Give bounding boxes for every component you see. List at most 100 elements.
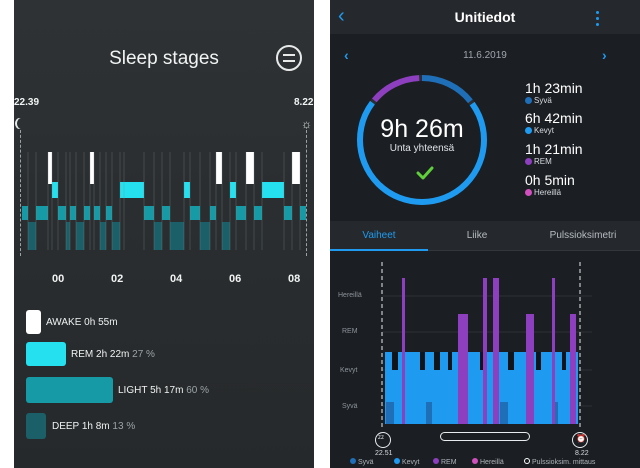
transition-gap xyxy=(508,352,514,370)
stage-label: DEEP xyxy=(52,421,80,432)
stat-label: Syvä xyxy=(534,96,552,105)
light-dot-icon xyxy=(394,458,400,464)
slider-line-icon xyxy=(283,54,295,56)
transition-gap xyxy=(434,352,440,370)
hour-label: 04 xyxy=(170,273,183,285)
deep-swatch xyxy=(26,413,46,439)
moon-icon xyxy=(17,118,26,129)
hypnogram-segment xyxy=(94,206,100,220)
timeline-scrollbar[interactable] xyxy=(440,432,530,441)
legend-label: Kevyt xyxy=(402,459,420,466)
hypnogram-segment xyxy=(66,222,70,250)
hypnogram-segment xyxy=(90,152,94,184)
stat-label: Kevyt xyxy=(534,126,555,135)
rem-dot-icon xyxy=(525,158,532,165)
awake-dot-icon xyxy=(525,189,532,196)
total-sleep-label: Unta yhteensä xyxy=(389,143,455,154)
y-label-deep: Syvä xyxy=(342,403,358,410)
sleep-start-marker: zz xyxy=(375,432,391,448)
awake-dot-icon xyxy=(472,458,478,464)
hour-label: 00 xyxy=(52,273,65,285)
hypnogram-segment xyxy=(112,222,120,250)
hypnogram-segment xyxy=(124,182,144,198)
stage-label: AWAKE xyxy=(46,317,82,328)
deep-dot-icon xyxy=(525,97,532,104)
pulse-measure-dot-icon xyxy=(524,458,530,464)
rem-sleep-block xyxy=(526,314,534,424)
stat-value: 1h 21min xyxy=(525,141,583,157)
legend-label: REM xyxy=(441,459,457,466)
date-label: 11.6.2019 xyxy=(463,50,507,61)
hypnogram-segment xyxy=(284,206,292,220)
hypnogram-segment xyxy=(162,206,170,220)
alarm-clock-marker: ⏰ xyxy=(572,432,588,448)
stat-value: 0h 5min xyxy=(525,172,575,188)
hypnogram-segment xyxy=(236,206,246,220)
hour-label: 06 xyxy=(229,273,242,285)
hypnogram-segment xyxy=(262,182,284,198)
hypnogram-segment xyxy=(246,152,254,184)
y-label-rem: REM xyxy=(342,328,358,335)
sleep-end-time: 8.22 xyxy=(575,450,589,457)
hypnogram-segment xyxy=(58,206,66,220)
sleep-stages-screen: Sleep stages 22.39 8.22 ☼ 00 02 04 06 08… xyxy=(14,0,314,468)
rem-sleep-block xyxy=(493,278,499,424)
active-tab-indicator xyxy=(330,249,428,251)
header-title: Unitiedot xyxy=(454,9,516,25)
tab-pulssioksimetri[interactable]: Pulssioksimetri xyxy=(549,230,617,241)
ring-deep-arc xyxy=(357,75,487,205)
hypnogram-segment xyxy=(230,182,236,198)
sleep-end-time: 8.22 xyxy=(294,97,314,108)
stage-duration: 0h 55m xyxy=(84,317,118,328)
settings-toggle-button[interactable] xyxy=(276,45,302,71)
hour-label: 02 xyxy=(111,273,124,285)
legend-rem: REM xyxy=(433,458,457,466)
hypnogram-segment xyxy=(76,222,84,250)
deep-legend-text: DEEP 1h 8m 13 % xyxy=(52,421,135,432)
legend-label: Hereillä xyxy=(480,459,504,466)
legend-deep: Syvä xyxy=(350,458,374,466)
hypnogram-segment xyxy=(216,152,222,184)
stat-rem: 1h 21min REM xyxy=(525,141,583,166)
sun-icon: ☼ xyxy=(301,117,312,131)
hypnogram-segment xyxy=(28,222,36,250)
hypnogram-segment xyxy=(184,182,190,198)
back-arrow-icon[interactable]: ‹ xyxy=(338,5,345,27)
next-day-icon[interactable]: › xyxy=(602,47,607,63)
stage-label: LIGHT xyxy=(118,385,148,396)
deep-sleep-block xyxy=(500,402,508,424)
stat-label-row: REM xyxy=(525,157,583,166)
hypnogram-segment xyxy=(254,206,262,220)
tab-liike[interactable]: Liike xyxy=(466,230,488,241)
stat-light: 6h 42min Kevyt xyxy=(525,110,583,135)
stat-label-row: Kevyt xyxy=(525,126,583,135)
rem-sleep-block xyxy=(483,278,487,424)
stage-duration: 2h 22m xyxy=(96,349,130,360)
more-menu-icon[interactable] xyxy=(596,11,600,27)
phase-legend: Syvä Kevyt REM Hereillä Pulssioksim. mit… xyxy=(330,458,640,468)
hour-label: 08 xyxy=(288,273,301,285)
stage-duration: 1h 8m xyxy=(81,421,110,432)
page-title: Sleep stages xyxy=(109,48,219,69)
stat-value: 6h 42min xyxy=(525,110,583,126)
rem-swatch xyxy=(26,342,66,366)
previous-day-icon[interactable]: ‹ xyxy=(344,47,349,63)
transition-gap xyxy=(448,352,452,370)
stage-percent: 27 % xyxy=(132,349,155,360)
total-sleep-value: 9h 26m xyxy=(380,115,464,143)
hypnogram-segment xyxy=(154,222,162,250)
stat-label: REM xyxy=(534,157,552,166)
start-guide-line xyxy=(20,130,21,256)
header-bar: ‹ Unitiedot xyxy=(330,0,640,34)
deep-dot-icon xyxy=(350,458,356,464)
transition-gap xyxy=(420,352,425,370)
awake-swatch xyxy=(26,310,41,334)
total-sleep-ring xyxy=(357,75,487,205)
hypnogram-segment xyxy=(144,206,154,220)
tab-vaiheet[interactable]: Vaiheet xyxy=(362,230,396,241)
stage-percent: 13 % xyxy=(112,421,136,432)
light-legend-text: LIGHT 5h 17m 60 % xyxy=(118,385,209,396)
hypnogram-segment xyxy=(48,152,52,184)
rem-dot-icon xyxy=(433,458,439,464)
legend-light: Kevyt xyxy=(394,458,420,466)
